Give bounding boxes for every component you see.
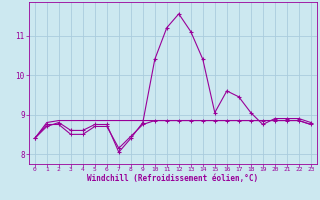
X-axis label: Windchill (Refroidissement éolien,°C): Windchill (Refroidissement éolien,°C) bbox=[87, 174, 258, 183]
